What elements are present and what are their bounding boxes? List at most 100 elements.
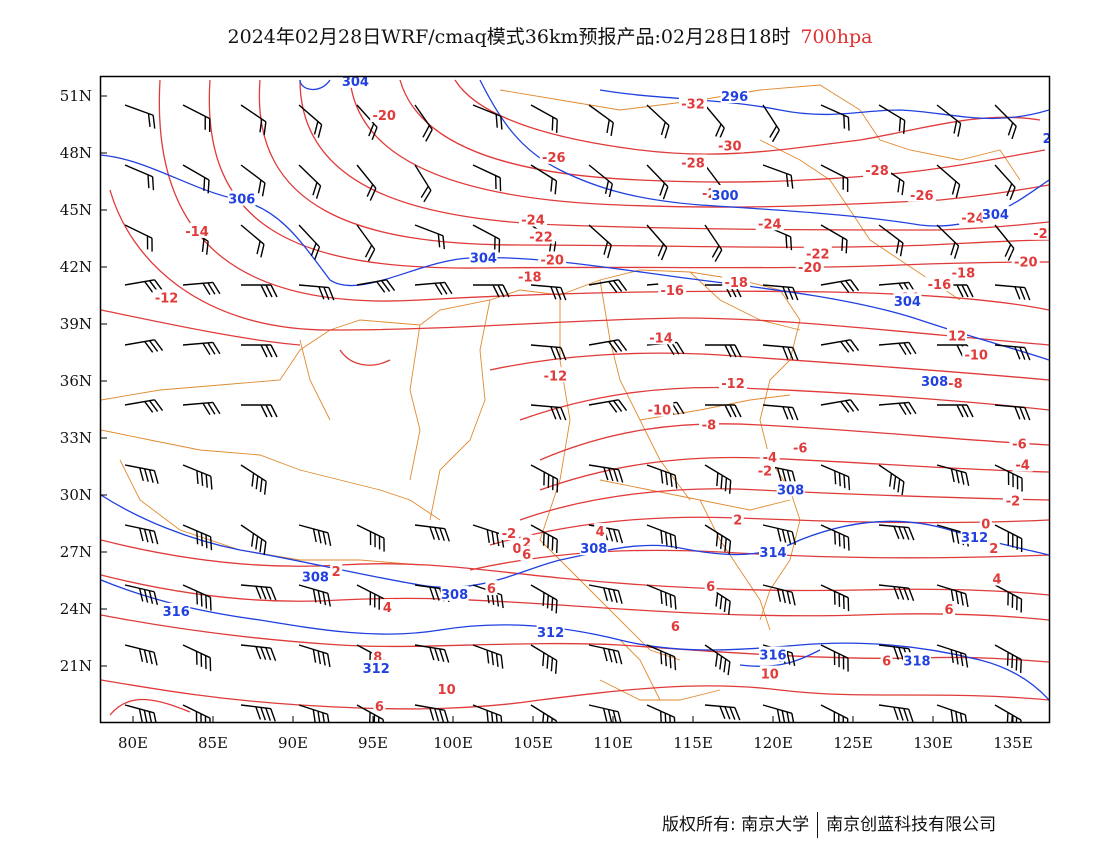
temperature-label: -10 xyxy=(648,404,672,419)
y-tick-label: 30N xyxy=(60,486,92,504)
temperature-label: -26 xyxy=(910,189,934,204)
wind-barb xyxy=(124,339,164,353)
temperature-label: -18 xyxy=(724,276,748,291)
temperature-label: 4 xyxy=(596,525,605,540)
height-label: 308 xyxy=(921,375,948,390)
temperature-label-bg xyxy=(330,563,343,578)
wind-barb xyxy=(994,344,1031,361)
wind-barb xyxy=(472,704,504,722)
temperature-label-bg xyxy=(959,209,987,225)
temperature-label-bg xyxy=(759,665,780,681)
wind-barb xyxy=(878,584,915,601)
height-label-bg xyxy=(981,205,1010,221)
height-label-bg xyxy=(440,585,469,601)
wind-barb xyxy=(414,524,450,542)
height-label: 308 xyxy=(302,571,329,586)
x-tick-label: 100E xyxy=(433,734,473,752)
boundary-line xyxy=(599,679,721,701)
temperature-label: -22 xyxy=(806,248,830,263)
temperature-label-bg xyxy=(645,401,674,417)
temperature-label-bg xyxy=(719,374,747,390)
wind-barb xyxy=(124,104,156,129)
y-tick-label: 27N xyxy=(60,543,92,561)
wind-barb xyxy=(182,281,221,296)
height-label-bg xyxy=(776,481,805,497)
y-tick-label: 45N xyxy=(60,201,92,219)
temperature-label: 2 xyxy=(989,542,998,557)
temperature-label-bg xyxy=(945,374,966,390)
wind-barb xyxy=(878,464,905,496)
wind-barb xyxy=(936,104,962,137)
height-label-bg xyxy=(711,186,739,202)
wind-barb xyxy=(646,524,678,550)
temperature-label: -4 xyxy=(1015,459,1029,474)
wind-barb xyxy=(472,104,503,130)
temperature-label-bg xyxy=(519,211,547,227)
wind-barb xyxy=(298,704,331,722)
height-label: 304 xyxy=(894,295,921,310)
temperature-label-bg xyxy=(539,148,568,164)
temperature-label: -16 xyxy=(928,278,952,293)
temperature-label: 2 xyxy=(522,537,531,552)
height-label: 292 xyxy=(1043,132,1070,147)
y-tick-label: 24N xyxy=(60,600,92,618)
boundary-line xyxy=(859,109,1021,181)
x-tick-label: 135E xyxy=(993,734,1033,752)
temperature-isotherm xyxy=(101,309,301,346)
wind-barb xyxy=(646,104,670,139)
boundary-line xyxy=(689,271,801,331)
height-label-bg xyxy=(579,540,608,556)
temperature-label: -32 xyxy=(681,98,705,113)
map-frame xyxy=(99,75,1051,724)
temperature-label: -14 xyxy=(649,331,673,346)
boundary-line xyxy=(429,299,491,521)
height-label-bg xyxy=(960,528,989,544)
temperature-label: 10 xyxy=(761,668,779,683)
temperature-label-bg xyxy=(679,154,707,170)
temperature-label-bg xyxy=(790,439,811,455)
temperature-label-bg xyxy=(658,281,687,297)
temperature-label-bg xyxy=(381,599,394,615)
wind-barb xyxy=(182,644,212,672)
x-tick-label: 90E xyxy=(278,734,308,752)
height-label: 308 xyxy=(580,542,607,557)
wind-barb xyxy=(646,164,669,200)
wind-barb xyxy=(994,644,1022,673)
boundary-line xyxy=(759,139,901,261)
wind-barb xyxy=(994,584,1023,613)
wind-barb xyxy=(994,104,1017,140)
x-tick-label: 105E xyxy=(513,734,553,752)
wind-barb xyxy=(820,524,850,551)
wind-barb xyxy=(994,164,1016,201)
wind-barb xyxy=(646,464,678,489)
wind-barb xyxy=(356,164,377,201)
temperature-isotherm xyxy=(469,549,1049,571)
wind-barb xyxy=(704,524,732,555)
temperature-label-bg xyxy=(731,511,744,527)
height-contour xyxy=(101,154,1049,361)
y-tick-label: 42N xyxy=(60,258,92,276)
temperature-label-bg xyxy=(499,525,519,540)
temperature-contours xyxy=(101,79,1049,716)
wind-barb xyxy=(530,584,558,614)
temperature-isotherm xyxy=(399,79,1046,183)
boundary-line xyxy=(409,324,421,481)
y-tick-label: 48N xyxy=(60,144,92,162)
x-tick-label: 110E xyxy=(593,734,633,752)
wind-barb xyxy=(182,464,213,490)
temperature-label: -30 xyxy=(718,139,742,154)
temperature-label: 2 xyxy=(733,514,742,529)
wind-barb xyxy=(530,404,567,421)
temperature-label-bg xyxy=(907,186,936,202)
wind-barb xyxy=(820,584,850,612)
wind-barb xyxy=(704,644,731,676)
temperature-label-bg xyxy=(962,346,991,362)
temperature-label: -18 xyxy=(952,267,976,282)
temperature-label-bg xyxy=(925,276,954,292)
wind-barb xyxy=(705,404,742,418)
y-tick-label: 51N xyxy=(60,87,92,105)
wind-barb xyxy=(414,704,450,722)
temperature-label-bg xyxy=(371,648,384,664)
temperature-label-bg xyxy=(520,545,533,561)
